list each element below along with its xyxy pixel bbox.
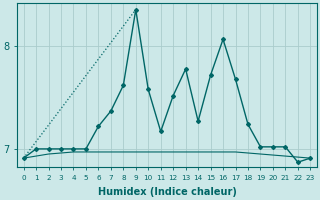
X-axis label: Humidex (Indice chaleur): Humidex (Indice chaleur) — [98, 187, 236, 197]
